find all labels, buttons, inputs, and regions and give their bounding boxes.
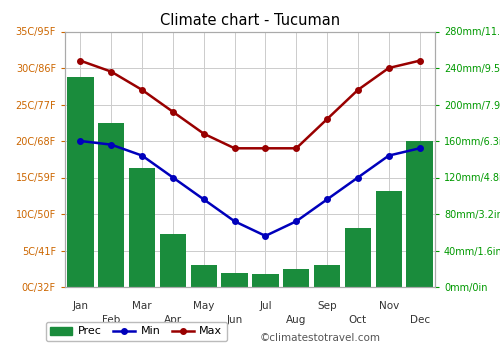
Text: May: May (193, 301, 214, 311)
Bar (160, 234, 186, 287)
Text: Apr: Apr (164, 315, 182, 325)
Text: Nov: Nov (378, 301, 399, 311)
Text: Dec: Dec (410, 315, 430, 325)
Text: Sep: Sep (318, 301, 337, 311)
Text: ©climatestotravel.com: ©climatestotravel.com (260, 333, 381, 343)
Bar (222, 273, 248, 287)
Title: Climate chart - Tucuman: Climate chart - Tucuman (160, 13, 340, 28)
Bar (376, 191, 402, 287)
Text: Jun: Jun (226, 315, 242, 325)
Bar (129, 168, 155, 287)
Bar (98, 123, 124, 287)
Text: Aug: Aug (286, 315, 306, 325)
Bar (283, 269, 310, 287)
Bar (68, 77, 94, 287)
Text: Oct: Oct (349, 315, 367, 325)
Bar (252, 274, 278, 287)
Bar (190, 265, 217, 287)
Legend: Prec, Min, Max: Prec, Min, Max (46, 322, 227, 341)
Bar (314, 265, 340, 287)
Text: Jul: Jul (259, 301, 272, 311)
Bar (406, 141, 432, 287)
Text: Jan: Jan (72, 301, 88, 311)
Text: Feb: Feb (102, 315, 120, 325)
Text: Mar: Mar (132, 301, 152, 311)
Bar (345, 228, 371, 287)
